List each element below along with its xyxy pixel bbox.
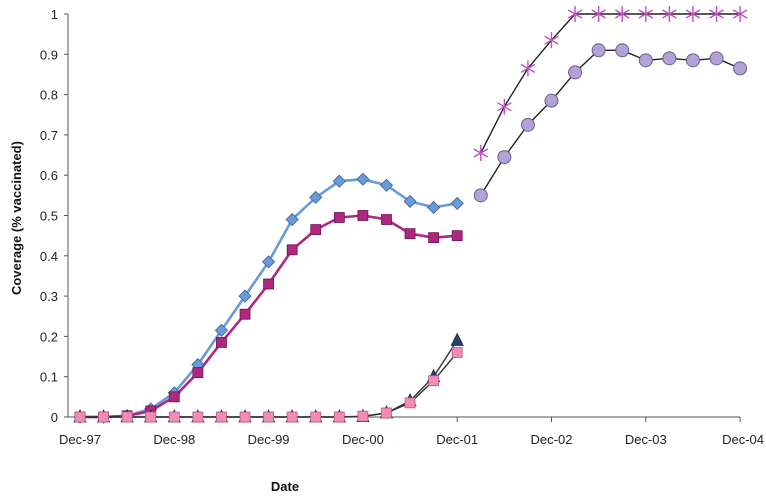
x-tick-label: Dec-98 (153, 432, 195, 447)
series-4-point (239, 411, 251, 423)
series-6-point (497, 150, 512, 165)
series-4-point (168, 411, 180, 423)
y-tick-label: 1 (51, 7, 58, 22)
series-1-point (238, 289, 252, 303)
series-5-point (662, 6, 677, 22)
series-5-point (473, 145, 489, 162)
series-4-point (310, 411, 322, 423)
x-tick-label: Dec-03 (625, 432, 667, 447)
series-2-point (333, 212, 345, 223)
series-6-point (591, 43, 606, 58)
series-5-point (709, 6, 724, 22)
series-4-point (121, 411, 133, 423)
series-6-point (638, 53, 653, 68)
x-tick-label: Dec-01 (436, 432, 478, 447)
series-2-line (80, 214, 458, 419)
series-5-point (614, 6, 630, 22)
series-1-point (379, 178, 394, 192)
series-4-point (451, 347, 463, 358)
series-4-point (428, 375, 440, 387)
series-1-point (332, 174, 346, 188)
y-tick-label: 0.6 (40, 168, 58, 183)
series-2-point (357, 210, 369, 221)
series-4-point (263, 411, 275, 423)
y-tick-label: 0.7 (40, 128, 58, 143)
series-2-point (404, 228, 416, 240)
series-2-point (310, 224, 322, 236)
series-4-point (192, 411, 204, 423)
series-5-point (732, 6, 748, 22)
series-2-point (286, 244, 298, 256)
x-axis-title: Date (271, 479, 299, 494)
series-2-point (428, 232, 440, 244)
y-tick-label: 0.4 (40, 249, 58, 264)
x-tick-label: Dec-02 (531, 432, 573, 447)
series-4-point (216, 411, 227, 423)
y-tick-label: 0.9 (40, 47, 58, 62)
y-tick-label: 0 (51, 410, 58, 425)
series-4-point (357, 410, 369, 422)
series-6-point (709, 51, 724, 66)
y-tick-label: 0.1 (40, 370, 58, 385)
series-5-line (480, 13, 741, 154)
series-5-point (591, 6, 606, 22)
series-6-point (520, 117, 535, 132)
y-axis-title: Coverage (% vaccinated) (9, 141, 24, 295)
series-1-point (309, 190, 323, 204)
series-5-point (567, 6, 583, 22)
series-6-point (615, 43, 630, 58)
series-1-point (403, 194, 417, 208)
series-1-point (427, 200, 441, 215)
series-4-point (98, 411, 109, 423)
series-2-point (168, 391, 180, 403)
x-tick-label: Dec-00 (342, 432, 384, 447)
series-2-point (451, 230, 463, 242)
y-axis: 0 0.1 0.2 0.3 0.4 0.5 0.6 0.7 0.8 0.9 1 (40, 7, 69, 425)
series-6-point (568, 65, 583, 80)
series-6-point (473, 188, 488, 203)
series-6-point (544, 93, 559, 108)
series-1-point (214, 323, 229, 337)
series-2-point (192, 367, 204, 379)
series-2-point (381, 214, 392, 225)
series-5-point (497, 98, 512, 115)
series-2-point (263, 278, 275, 290)
series-3-point (450, 332, 464, 346)
series-4-point (286, 411, 298, 423)
series-1-point (285, 212, 299, 227)
series-1-line (80, 177, 458, 419)
series-2-point (216, 337, 227, 348)
series-4-point (404, 397, 416, 409)
series-4-point (74, 411, 86, 423)
series-3-line (80, 340, 458, 418)
y-tick-label: 0.5 (40, 209, 58, 224)
x-tick-label: Dec-97 (59, 432, 101, 447)
series-2-point (239, 308, 251, 320)
series-6-point (733, 61, 748, 76)
x-tick-label: Dec-04 (722, 432, 764, 447)
series-4-point (333, 411, 345, 423)
x-tick-label: Dec-99 (248, 432, 290, 447)
series-6-line (480, 49, 741, 196)
series-5-point (520, 60, 536, 77)
series-5-point (685, 6, 701, 22)
series-1-point (262, 255, 276, 269)
series-1-point (356, 172, 370, 186)
series-4-point (145, 411, 157, 423)
series-6-point (662, 51, 677, 66)
y-tick-label: 0.3 (40, 289, 58, 304)
series-4-line (80, 352, 458, 418)
x-axis: Dec-97 Dec-98 Dec-99 Dec-00 Dec-01 Dec-02 Dec-… (59, 416, 764, 447)
y-tick-label: 0.2 (40, 329, 58, 344)
series-5-point (638, 6, 654, 22)
y-tick-label: 0.8 (40, 88, 58, 103)
series-6-point (685, 53, 700, 68)
series-4-point (381, 407, 392, 419)
series-1-point (450, 196, 464, 210)
series-5-point (544, 32, 559, 49)
